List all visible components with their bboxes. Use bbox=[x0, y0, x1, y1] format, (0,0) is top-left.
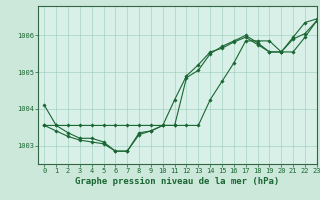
X-axis label: Graphe pression niveau de la mer (hPa): Graphe pression niveau de la mer (hPa) bbox=[76, 177, 280, 186]
